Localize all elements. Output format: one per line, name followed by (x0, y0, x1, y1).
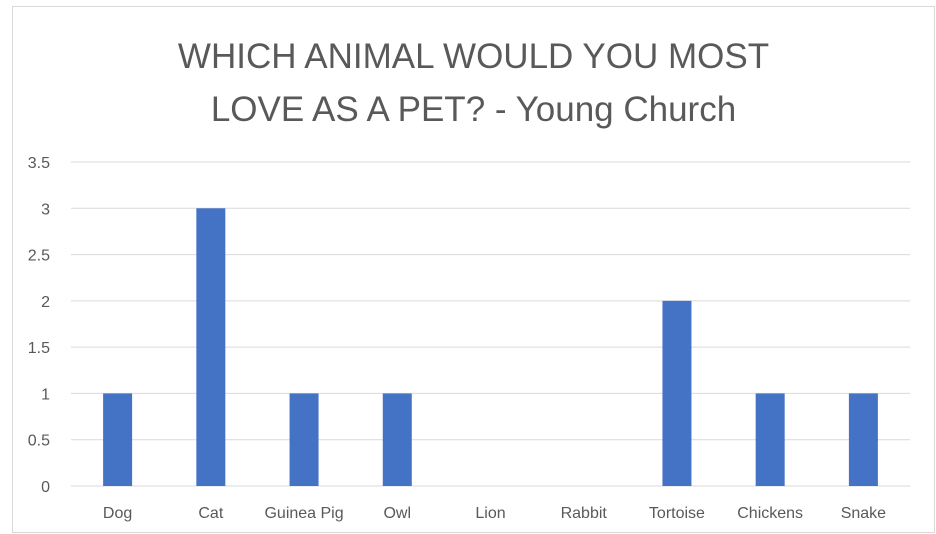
y-axis-ticks: 0 0.5 1 1.5 2 2.5 3 3.5 (28, 155, 50, 496)
y-tick-label: 3 (41, 201, 50, 218)
x-tick-label: Tortoise (649, 505, 705, 522)
bar-cat (196, 208, 226, 487)
x-tick-label: Dog (103, 505, 132, 522)
y-tick-label: 0.5 (28, 433, 50, 450)
x-tick-label: Rabbit (561, 505, 608, 522)
y-tick-label: 0 (41, 479, 50, 496)
bar-owl (382, 393, 412, 486)
bar-chickens (755, 393, 785, 486)
bar-guinea-pig (289, 393, 319, 486)
bar-dog (103, 393, 133, 486)
bar-tortoise (662, 300, 692, 486)
x-tick-label: Guinea Pig (264, 505, 343, 522)
y-tick-label: 2 (41, 294, 50, 311)
y-tick-label: 1.5 (28, 340, 50, 357)
bar-snake (848, 393, 878, 486)
x-tick-label: Snake (841, 505, 886, 522)
y-tick-label: 1 (41, 386, 50, 403)
bars (103, 208, 878, 487)
x-tick-label: Cat (198, 505, 223, 522)
chart-title: WHICH ANIMAL WOULD YOU MOST LOVE AS A PE… (177, 37, 770, 129)
x-tick-label: Chickens (737, 505, 803, 522)
x-tick-label: Owl (383, 505, 411, 522)
y-tick-label: 2.5 (28, 248, 50, 265)
x-tick-label: Lion (475, 505, 505, 522)
y-tick-label: 3.5 (28, 155, 50, 172)
x-axis-ticks: Dog Cat Guinea Pig Owl Lion Rabbit Tortoise Chi… (103, 505, 886, 522)
